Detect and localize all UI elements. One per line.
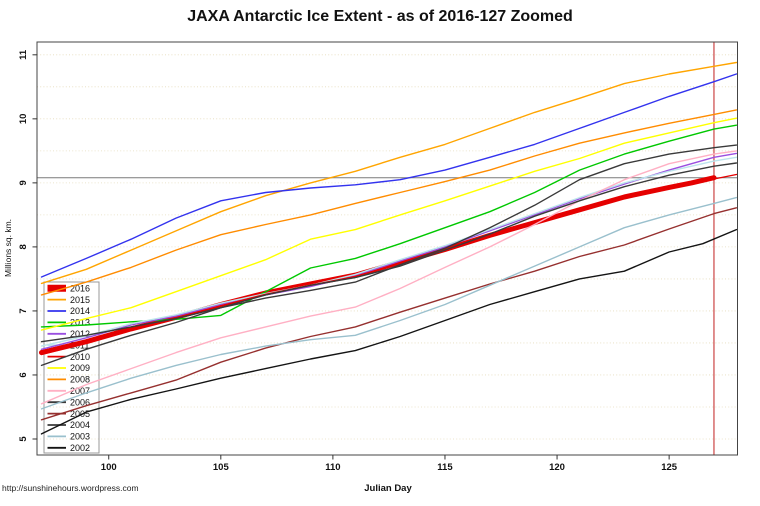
plot-border — [36, 41, 738, 456]
legend-item-2013: 2013 — [47, 318, 90, 328]
series-line-2015 — [40, 61, 738, 285]
legend-label-2010: 2010 — [70, 352, 90, 362]
legend-label-2013: 2013 — [70, 318, 90, 328]
series-line-2013 — [40, 124, 738, 328]
x-tick-label-110: 110 — [325, 462, 340, 473]
y-axis-label: Millions sq. km. — [3, 219, 13, 277]
y-tick-label-7: 7 — [18, 308, 29, 313]
legend-label-2007: 2007 — [70, 386, 90, 396]
legend-item-2004: 2004 — [47, 420, 90, 430]
legend-item-2009: 2009 — [47, 363, 90, 373]
x-axis-label: Julian Day — [364, 483, 412, 494]
series-line-2014 — [40, 73, 738, 278]
y-tick-label-11: 11 — [18, 49, 29, 60]
legend-item-2006: 2006 — [47, 397, 90, 407]
series-line-2005 — [40, 207, 738, 421]
x-tick-label-115: 115 — [437, 462, 453, 473]
series-line-2003 — [40, 196, 738, 410]
legend-item-2007: 2007 — [47, 386, 90, 396]
legend-label-2015: 2015 — [70, 295, 90, 305]
y-tick-label-5: 5 — [18, 436, 29, 442]
x-tick-label-100: 100 — [101, 462, 117, 473]
legend-label-2014: 2014 — [70, 306, 90, 316]
x-tick-label-120: 120 — [549, 462, 565, 473]
series-line-2011 — [40, 156, 738, 347]
x-tick-label-125: 125 — [661, 462, 678, 473]
legend-label-2016: 2016 — [70, 283, 90, 293]
x-tick-label-105: 105 — [213, 462, 230, 473]
legend-item-2008: 2008 — [47, 375, 90, 385]
legend-label-2003: 2003 — [70, 432, 90, 442]
legend-item-2015: 2015 — [47, 295, 90, 305]
series-line-2009 — [40, 117, 738, 331]
legend-item-2003: 2003 — [47, 432, 90, 442]
series-line-2006 — [40, 144, 738, 343]
legend-item-2012: 2012 — [47, 329, 90, 339]
series-line-2008 — [40, 109, 738, 296]
y-tick-label-8: 8 — [18, 244, 29, 249]
y-tick-label-10: 10 — [18, 114, 29, 125]
series-line-2010 — [40, 173, 738, 356]
plot-generated-layer: 2016201520142013201220112010200920082007… — [18, 41, 738, 473]
legend-label-2004: 2004 — [70, 420, 90, 430]
footer-url: http://sunshinehours.wordpress.com — [2, 483, 139, 493]
legend-label-2002: 2002 — [70, 443, 90, 453]
legend-label-2005: 2005 — [70, 409, 90, 419]
chart-title: JAXA Antarctic Ice Extent - as of 2016-1… — [187, 8, 573, 25]
legend-item-2002: 2002 — [47, 443, 90, 453]
legend-label-2006: 2006 — [70, 397, 90, 407]
legend-label-2009: 2009 — [70, 363, 90, 373]
legend-label-2012: 2012 — [70, 329, 90, 339]
legend-item-2010: 2010 — [47, 352, 90, 362]
y-tick-label-6: 6 — [18, 372, 29, 377]
series-line-2004 — [40, 162, 738, 367]
legend-label-2008: 2008 — [70, 375, 90, 385]
series-line-2007 — [40, 150, 738, 405]
series-line-2002 — [40, 228, 738, 435]
y-tick-label-9: 9 — [18, 180, 29, 185]
series-line-2012 — [40, 152, 738, 350]
legend-item-2014: 2014 — [47, 306, 90, 316]
series-line-2016 — [39, 175, 717, 356]
legend-box — [43, 281, 100, 454]
